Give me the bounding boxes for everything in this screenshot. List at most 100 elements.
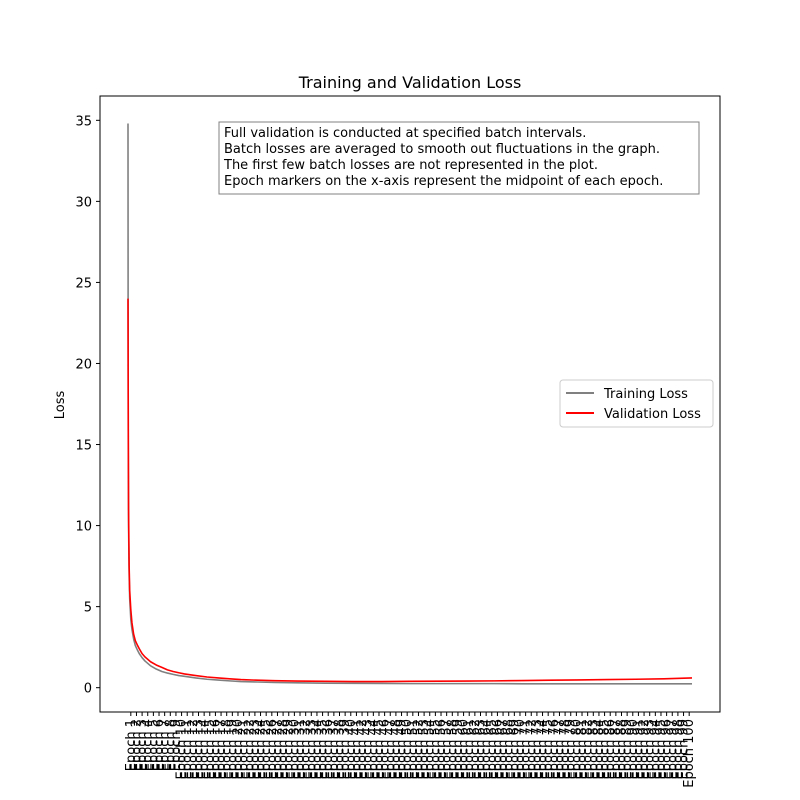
x-tick-label: Epoch 56	[434, 719, 449, 779]
x-tick-label: Epoch 51	[406, 719, 421, 779]
legend-label-training: Training Loss	[603, 387, 688, 402]
x-tick-label: Epoch 42	[355, 719, 370, 779]
x-tick-label: Epoch 47	[383, 719, 398, 779]
x-tick-label: Epoch 93	[643, 719, 658, 779]
x-tick-label: Epoch 20	[231, 719, 246, 779]
x-tick-label: Epoch 84	[592, 719, 607, 779]
x-tick-label: Epoch 54	[423, 719, 438, 779]
x-tick-label: Epoch 30	[287, 719, 302, 779]
x-tick-label: Epoch 36	[321, 719, 336, 779]
x-tick-label: Epoch 58	[445, 719, 460, 779]
x-tick-label: Epoch 28	[276, 719, 291, 779]
x-tick-label: Epoch 94	[648, 719, 663, 779]
x-tick-label: Epoch 72	[524, 719, 539, 779]
y-tick-label: 20	[75, 357, 92, 372]
series-layer	[127, 123, 693, 685]
x-tick-label: Epoch 21	[237, 719, 252, 779]
x-tick-label: Epoch 55	[428, 719, 443, 779]
legend-label-validation: Validation Loss	[604, 407, 701, 422]
y-tick-label: 0	[84, 682, 92, 697]
x-tick-label: Epoch 8	[163, 719, 178, 771]
x-tick-label: Epoch 66	[490, 719, 505, 779]
x-tick-label: Epoch 64	[479, 719, 494, 779]
x-tick-label: Epoch 80	[569, 719, 584, 779]
x-tick-label: Epoch 5	[146, 719, 161, 771]
x-tick-label: Epoch 87	[609, 719, 624, 779]
x-tick-label: Epoch 73	[530, 719, 545, 779]
x-tick-label: Epoch 88	[615, 719, 630, 779]
x-tick-label: Epoch 4	[141, 719, 156, 771]
x-tick-label: Epoch 61	[462, 719, 477, 779]
legend-frame	[559, 379, 714, 428]
x-tick-label: Epoch 79	[564, 719, 579, 779]
y-tick-label: 25	[75, 276, 92, 291]
y-tick-label: 35	[75, 114, 92, 129]
x-tick-label: Epoch 50	[400, 719, 415, 779]
x-tick-label: Epoch 39	[338, 719, 353, 779]
annotation-line: The first few batch losses are not repre…	[223, 158, 598, 173]
annotation-line: Full validation is conducted at specifie…	[224, 126, 586, 141]
y-tick-label: 15	[75, 439, 92, 454]
x-tick-label: Epoch 25	[259, 719, 274, 779]
x-tick-label: Epoch 1	[124, 719, 139, 771]
x-tick-label: Epoch 19	[225, 719, 240, 779]
y-axis: 0 5 10 15 20 25 30 35	[75, 114, 100, 697]
x-tick-label: Epoch 86	[603, 719, 618, 779]
x-tick-label: Epoch 32	[299, 719, 314, 779]
annotation-line: Epoch markers on the x-axis represent th…	[224, 174, 663, 189]
x-tick-label: Epoch 59	[451, 719, 466, 779]
annotation-frame	[218, 121, 700, 195]
x-tick-label: Epoch 29	[282, 719, 297, 779]
x-tick-label: Epoch 53	[417, 719, 432, 779]
y-tick-label: 30	[75, 195, 92, 210]
x-tick-label: Epoch 82	[581, 719, 596, 779]
annotation-line: Batch losses are averaged to smooth out …	[224, 142, 660, 157]
x-tick-label: Epoch 67	[496, 719, 511, 779]
x-tick-label: Epoch 13	[192, 719, 207, 779]
x-tick-label: Epoch 17	[214, 719, 229, 779]
x-tick-label: Epoch 77	[552, 719, 567, 779]
x-tick-label: Epoch 44	[366, 719, 381, 779]
x-tick-label: Epoch 97	[665, 719, 680, 779]
x-tick-label: Epoch 70	[513, 719, 528, 779]
x-tick-label: Epoch 96	[660, 719, 675, 779]
x-tick-label: Epoch 14	[197, 719, 212, 779]
plot-area	[99, 95, 721, 713]
x-tick-label: Epoch 16	[208, 719, 223, 779]
x-tick-label: Epoch 2	[129, 719, 144, 771]
x-tick-label: Epoch 69	[507, 719, 522, 779]
x-tick-label: Epoch 12	[186, 719, 201, 779]
x-tick-label: Epoch 15	[203, 719, 218, 779]
x-tick-label: Epoch 6	[152, 719, 167, 771]
x-tick-label: Epoch 33	[304, 719, 319, 779]
x-tick-label: Epoch 74	[536, 719, 551, 779]
x-tick-label: Epoch 46	[378, 719, 393, 779]
x-tick-label: Epoch 7	[158, 719, 173, 771]
x-tick-label: Epoch 65	[485, 719, 500, 779]
x-tick-label: Epoch 22	[242, 719, 257, 779]
x-tick-label: Epoch 90	[626, 719, 641, 779]
annotation-box: Full validation is conducted at specifie…	[218, 121, 700, 195]
x-tick-label: Epoch 78	[558, 719, 573, 779]
x-tick-label: Epoch 18	[220, 719, 235, 779]
x-tick-label: Epoch 24	[254, 719, 269, 779]
x-tick-label: Epoch 68	[502, 719, 517, 779]
x-tick-label: Epoch 49	[395, 719, 410, 779]
x-tick-label: Epoch 83	[586, 719, 601, 779]
x-tick-label: Epoch 45	[372, 719, 387, 779]
x-tick-label: Epoch 37	[327, 719, 342, 779]
x-tick-label: Epoch 43	[361, 719, 376, 779]
y-tick-label: 10	[75, 520, 92, 535]
x-tick-label: Epoch 34	[310, 719, 325, 779]
y-axis-label: Loss	[53, 391, 68, 420]
x-tick-label: Epoch 71	[519, 719, 534, 779]
series-line-validation-loss	[127, 298, 693, 683]
x-tick-label: Epoch 52	[411, 719, 426, 779]
x-tick-label: Epoch 35	[316, 719, 331, 779]
series-line-training-loss	[127, 123, 692, 685]
legend: Training Loss Validation Loss	[559, 379, 714, 428]
x-tick-label: Epoch 31	[293, 719, 308, 779]
